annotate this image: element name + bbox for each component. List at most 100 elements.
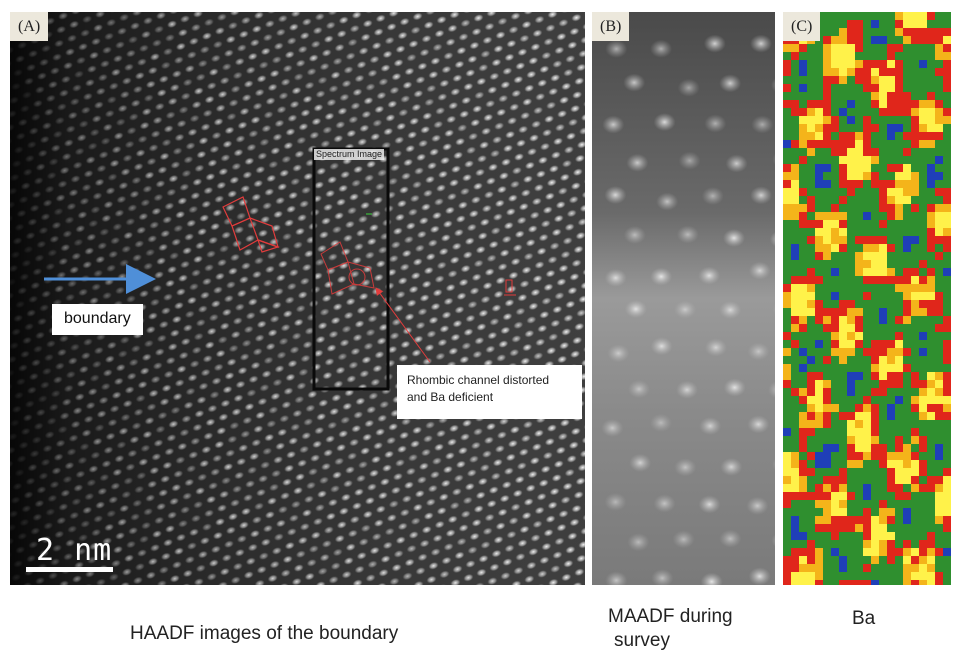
map-pixel bbox=[887, 172, 895, 180]
map-pixel bbox=[919, 276, 927, 284]
map-pixel bbox=[895, 356, 903, 364]
map-pixel bbox=[791, 380, 799, 388]
map-pixel bbox=[807, 132, 815, 140]
map-pixel bbox=[935, 364, 943, 372]
map-pixel bbox=[863, 300, 871, 308]
map-pixel bbox=[919, 52, 927, 60]
map-pixel bbox=[839, 332, 847, 340]
map-pixel bbox=[823, 308, 831, 316]
map-pixel bbox=[815, 148, 823, 156]
map-pixel bbox=[855, 228, 863, 236]
map-pixel bbox=[847, 260, 855, 268]
map-pixel bbox=[879, 220, 887, 228]
map-pixel bbox=[807, 564, 815, 572]
map-pixel bbox=[863, 412, 871, 420]
map-pixel bbox=[911, 300, 919, 308]
map-pixel bbox=[863, 268, 871, 276]
map-pixel bbox=[799, 252, 807, 260]
map-pixel bbox=[863, 532, 871, 540]
map-pixel bbox=[783, 332, 791, 340]
map-pixel bbox=[871, 308, 879, 316]
map-pixel bbox=[935, 556, 943, 564]
map-pixel bbox=[863, 84, 871, 92]
map-pixel bbox=[823, 20, 831, 28]
map-pixel bbox=[903, 340, 911, 348]
map-pixel bbox=[927, 60, 935, 68]
map-pixel bbox=[839, 260, 847, 268]
map-pixel bbox=[887, 396, 895, 404]
map-pixel bbox=[855, 436, 863, 444]
map-pixel bbox=[887, 44, 895, 52]
map-pixel bbox=[791, 212, 799, 220]
map-pixel bbox=[807, 436, 815, 444]
map-pixel bbox=[807, 460, 815, 468]
map-pixel bbox=[895, 84, 903, 92]
map-pixel bbox=[839, 468, 847, 476]
map-pixel bbox=[943, 316, 951, 324]
map-pixel bbox=[903, 316, 911, 324]
panel-b-caption-line-2: survey bbox=[614, 630, 670, 651]
map-pixel bbox=[823, 60, 831, 68]
map-pixel bbox=[863, 156, 871, 164]
map-pixel bbox=[919, 236, 927, 244]
map-pixel bbox=[927, 228, 935, 236]
map-pixel bbox=[935, 564, 943, 572]
map-pixel bbox=[943, 308, 951, 316]
survey-spot bbox=[677, 78, 700, 97]
map-pixel bbox=[903, 484, 911, 492]
map-pixel bbox=[831, 244, 839, 252]
map-pixel bbox=[895, 380, 903, 388]
map-pixel bbox=[863, 140, 871, 148]
map-pixel bbox=[943, 436, 951, 444]
survey-spot bbox=[769, 231, 775, 247]
map-pixel bbox=[935, 516, 943, 524]
rhombic-channel-overlay-left bbox=[222, 196, 280, 253]
map-pixel bbox=[919, 316, 927, 324]
map-pixel bbox=[911, 140, 919, 148]
map-pixel bbox=[815, 460, 823, 468]
map-pixel bbox=[807, 324, 815, 332]
map-pixel bbox=[839, 28, 847, 36]
map-pixel bbox=[871, 36, 879, 44]
map-pixel bbox=[919, 220, 927, 228]
map-pixel bbox=[839, 68, 847, 76]
map-pixel bbox=[943, 484, 951, 492]
map-pixel bbox=[871, 540, 879, 548]
map-pixel bbox=[799, 188, 807, 196]
map-pixel bbox=[903, 404, 911, 412]
map-pixel bbox=[823, 380, 831, 388]
map-pixel bbox=[847, 516, 855, 524]
map-pixel bbox=[887, 180, 895, 188]
map-pixel bbox=[863, 508, 871, 516]
map-pixel bbox=[903, 268, 911, 276]
map-pixel bbox=[839, 20, 847, 28]
map-pixel bbox=[791, 140, 799, 148]
map-pixel bbox=[911, 524, 919, 532]
map-pixel bbox=[855, 412, 863, 420]
map-pixel bbox=[783, 412, 791, 420]
map-pixel bbox=[879, 548, 887, 556]
map-pixel bbox=[815, 380, 823, 388]
map-pixel bbox=[855, 308, 863, 316]
map-pixel bbox=[895, 156, 903, 164]
map-pixel bbox=[839, 380, 847, 388]
map-pixel bbox=[911, 564, 919, 572]
map-pixel bbox=[847, 228, 855, 236]
map-pixel bbox=[807, 44, 815, 52]
map-pixel bbox=[911, 316, 919, 324]
map-pixel bbox=[903, 164, 911, 172]
map-pixel bbox=[895, 68, 903, 76]
map-pixel bbox=[863, 380, 871, 388]
map-pixel bbox=[887, 540, 895, 548]
map-pixel bbox=[895, 572, 903, 580]
map-pixel bbox=[887, 252, 895, 260]
survey-spot bbox=[607, 344, 630, 363]
map-pixel bbox=[823, 196, 831, 204]
map-pixel bbox=[791, 580, 799, 585]
map-pixel bbox=[791, 52, 799, 60]
map-pixel bbox=[943, 564, 951, 572]
map-pixel bbox=[823, 44, 831, 52]
survey-spot bbox=[771, 534, 775, 548]
map-pixel bbox=[863, 332, 871, 340]
map-pixel bbox=[935, 540, 943, 548]
